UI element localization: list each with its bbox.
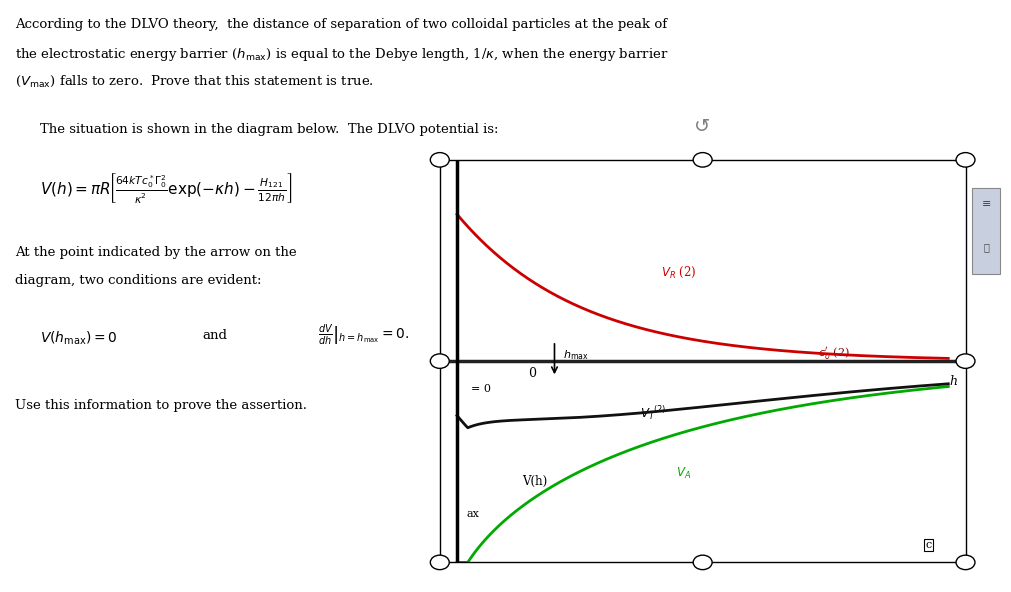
Text: $V_A$: $V_A$ — [676, 466, 692, 481]
Text: $V_R$ (2): $V_R$ (2) — [660, 265, 697, 280]
Text: V(h): V(h) — [522, 475, 547, 488]
Text: At the point indicated by the arrow on the: At the point indicated by the arrow on t… — [15, 246, 297, 259]
Text: the electrostatic energy barrier ($h_{\mathrm{max}}$) is equal to the Debye leng: the electrostatic energy barrier ($h_{\m… — [15, 46, 668, 63]
Text: Use this information to prove the assertion.: Use this information to prove the assert… — [15, 399, 307, 412]
Text: h: h — [949, 375, 957, 388]
Text: ax: ax — [466, 509, 479, 519]
Text: $c_o'$ (2): $c_o'$ (2) — [818, 345, 850, 361]
Text: $V_T$$^{(2)}$: $V_T$$^{(2)}$ — [640, 404, 666, 423]
Text: $V(h) = \pi R\!\left[\frac{64kTc_0^*\Gamma_0^2}{\kappa^2}\exp(-\kappa h) - \frac: $V(h) = \pi R\!\left[\frac{64kTc_0^*\Gam… — [40, 170, 293, 205]
Text: ↺: ↺ — [695, 117, 711, 136]
Text: The situation is shown in the diagram below.  The DLVO potential is:: The situation is shown in the diagram be… — [40, 124, 499, 137]
Circle shape — [956, 555, 975, 570]
Text: ($V_{\mathrm{max}}$) falls to zero.  Prove that this statement is true.: ($V_{\mathrm{max}}$) falls to zero. Prov… — [15, 73, 374, 89]
Text: $V(h_{\mathrm{max}}) = 0$: $V(h_{\mathrm{max}}) = 0$ — [40, 329, 118, 347]
Text: $h_{\mathrm{max}}$: $h_{\mathrm{max}}$ — [563, 348, 588, 362]
Text: c: c — [926, 540, 932, 551]
Text: ≡: ≡ — [982, 200, 991, 209]
Circle shape — [431, 354, 449, 368]
Circle shape — [431, 555, 449, 570]
Bar — [440, 160, 966, 562]
Circle shape — [431, 153, 449, 167]
Text: diagram, two conditions are evident:: diagram, two conditions are evident: — [15, 274, 262, 287]
Circle shape — [694, 153, 712, 167]
Text: 0: 0 — [528, 366, 536, 379]
Circle shape — [694, 555, 712, 570]
Text: = 0: = 0 — [471, 384, 491, 394]
FancyBboxPatch shape — [973, 188, 1000, 274]
Circle shape — [956, 354, 975, 368]
Text: According to the DLVO theory,  the distance of separation of two colloidal parti: According to the DLVO theory, the distan… — [15, 18, 667, 31]
Text: and: and — [202, 329, 227, 342]
Text: $\left.\frac{dV}{dh}\right|_{h=h_{\mathrm{max}}}= 0.$: $\left.\frac{dV}{dh}\right|_{h=h_{\mathr… — [318, 322, 409, 347]
Circle shape — [956, 153, 975, 167]
Text: ⌒: ⌒ — [984, 242, 989, 252]
